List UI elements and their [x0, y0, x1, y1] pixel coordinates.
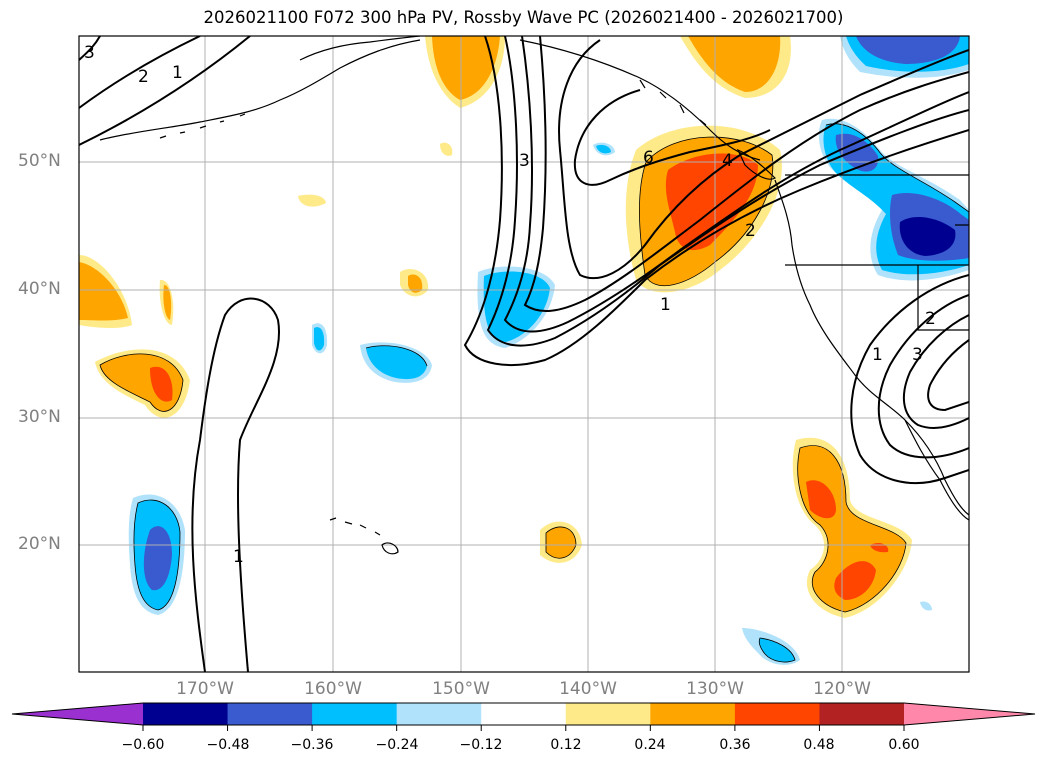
- colorbar-cell: [312, 703, 398, 725]
- colorbar-cell: [650, 703, 736, 725]
- lon-label: 140°W: [559, 679, 617, 699]
- colorbar-tick-label: 0.24: [634, 737, 666, 753]
- colorbar-cell: [565, 703, 651, 725]
- contour-label: 4: [722, 151, 733, 171]
- colorbar-tick-label: −0.48: [206, 737, 250, 753]
- colorbar-tick-label: 0.48: [803, 737, 835, 753]
- colorbar-tick-label: −0.12: [459, 737, 503, 753]
- contour-label: 6: [643, 148, 654, 168]
- contour-label: 3: [519, 151, 530, 171]
- contour-label: 2: [138, 67, 149, 87]
- contour-label: 2: [925, 309, 936, 329]
- lon-label: 130°W: [686, 679, 744, 699]
- anomaly-shading: [79, 36, 969, 665]
- contour-labels: 3 2 1 1 3 6 4 2 1 1 3 2: [84, 43, 936, 567]
- contour-label: 1: [872, 345, 883, 365]
- colorbar-tick-label: 0.36: [719, 737, 751, 753]
- colorbar-cell: [143, 703, 229, 725]
- contour-label: 1: [172, 63, 183, 83]
- colorbar-cell: [481, 703, 567, 725]
- lat-label: 20°N: [18, 534, 61, 554]
- contour-label: 1: [233, 547, 244, 567]
- lat-label: 40°N: [18, 279, 61, 299]
- colorbar-extend-high: [904, 703, 1035, 725]
- contour-label: 3: [912, 345, 923, 365]
- contour-label: 1: [660, 295, 671, 315]
- lat-label: 50°N: [18, 151, 61, 171]
- colorbar-tick-label: −0.36: [290, 737, 334, 753]
- colorbar-cell: [734, 703, 820, 725]
- lon-label: 120°W: [813, 679, 871, 699]
- colorbar-tick-label: −0.60: [121, 737, 165, 753]
- lon-label: 160°W: [304, 679, 362, 699]
- colorbar-tick-label: 0.60: [888, 737, 920, 753]
- lon-label: 170°W: [176, 679, 234, 699]
- colorbar-tick-label: −0.24: [375, 737, 419, 753]
- pv-contours: [79, 36, 969, 672]
- colorbar-tick-label: 0.12: [550, 737, 582, 753]
- map-title: 2026021100 F072 300 hPa PV, Rossby Wave …: [203, 8, 844, 27]
- contour-label: 3: [84, 43, 95, 63]
- colorbar: [11, 702, 1036, 731]
- lon-label: 150°W: [432, 679, 490, 699]
- contour-label: 2: [745, 221, 756, 241]
- colorbar-cell: [227, 703, 313, 725]
- gridlines: [79, 36, 969, 672]
- colorbar-extend-low: [12, 703, 143, 725]
- map-frame: [78, 35, 970, 673]
- colorbar-cell: [819, 703, 905, 725]
- lat-label: 30°N: [18, 407, 61, 427]
- colorbar-cell: [396, 703, 482, 725]
- anomaly-outlines: [99, 123, 969, 663]
